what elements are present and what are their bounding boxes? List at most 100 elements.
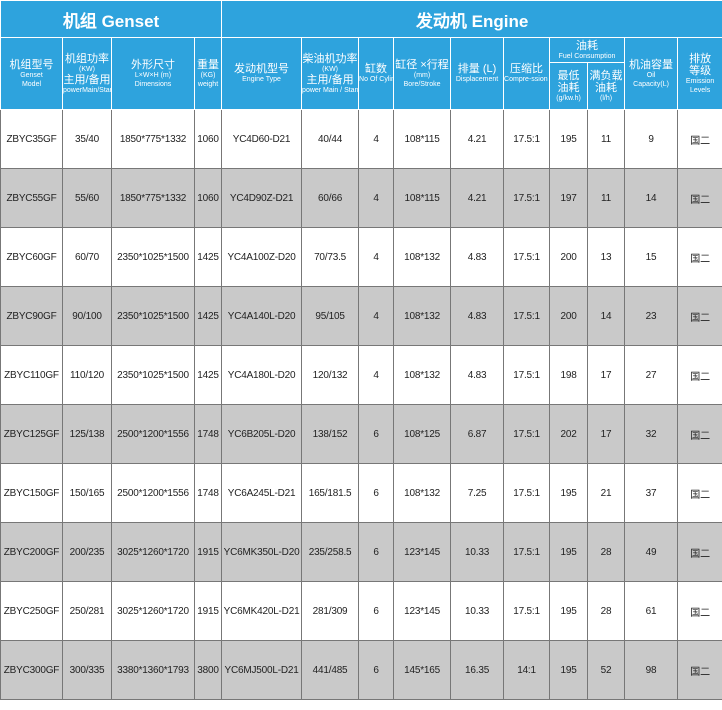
header-line: 外形尺寸: [131, 58, 175, 71]
table-row: ZBYC200GF 200/235 3025*1260*1720 1915 YC6MK3…: [0, 522, 722, 582]
header-line: power Main / Standby: [302, 86, 359, 94]
table-cell: 4: [358, 286, 395, 346]
table-cell: YC6B205L-D20: [221, 404, 303, 464]
table-cell: 2500*1200*1556: [111, 404, 195, 464]
table-cell: 70/73.5: [301, 227, 360, 287]
table-cell: 17.5:1: [503, 109, 551, 169]
table-cell: 1748: [193, 463, 223, 523]
header-line: 压缩比: [510, 63, 544, 75]
table-cell: 17.5:1: [503, 463, 551, 523]
table-cell: 14: [587, 286, 626, 346]
table-cell: 195: [549, 581, 589, 641]
table-cell: 27: [624, 345, 679, 405]
table-cell: 198: [549, 345, 589, 405]
table-row: ZBYC300GF 300/335 3380*1360*1793 3800 YC6MJ5…: [0, 640, 722, 700]
table-cell: 195: [549, 522, 589, 582]
table-cell: 6.87: [450, 404, 505, 464]
table-cell: 17: [587, 345, 626, 405]
header-line: Capacity(L): [633, 80, 669, 88]
table-cell: YC4A100Z-D20: [221, 227, 303, 287]
table-cell: 150/165: [62, 463, 112, 523]
table-cell: 2350*1025*1500: [111, 227, 195, 287]
table-cell: 2350*1025*1500: [111, 286, 195, 346]
header-line: 机组型号: [9, 58, 54, 71]
table-cell: YC6MK420L-D21: [221, 581, 303, 641]
table-cell: 60/70: [62, 227, 112, 287]
table-cell: 23: [624, 286, 679, 346]
table-cell: 55/60: [62, 168, 112, 228]
table-row: ZBYC60GF 60/70 2350*1025*1500 1425 YC4A100Z-…: [0, 227, 722, 287]
table-cell: ZBYC250GF: [0, 581, 63, 641]
table-cell: 200/235: [62, 522, 112, 582]
table-cell: 1425: [193, 286, 223, 346]
table-cell: 123*145: [393, 581, 452, 641]
engine-header: 发动机 Engine: [221, 0, 722, 38]
table-cell: 4: [358, 227, 395, 287]
table-cell: 7.25: [450, 463, 505, 523]
table-cell: 17.5:1: [503, 286, 551, 346]
header-line: Emission: [685, 77, 715, 85]
sub-column-header: 满负载 油耗 (l/h): [587, 62, 626, 110]
table-cell: ZBYC125GF: [0, 404, 63, 464]
column-header: 机组型号 Genset Model: [0, 37, 63, 110]
table-cell: 国二: [677, 463, 722, 523]
header-line: 油耗: [595, 81, 618, 94]
table-cell: ZBYC110GF: [0, 345, 63, 405]
column-header: 重量 (KG) weight: [193, 37, 223, 110]
table-cell: ZBYC90GF: [0, 286, 63, 346]
table-cell: 52: [587, 640, 626, 700]
table-cell: 49: [624, 522, 679, 582]
table-cell: 1425: [193, 345, 223, 405]
table-cell: 国二: [677, 522, 722, 582]
header-line: Engine Type: [242, 76, 281, 83]
table-cell: 6: [358, 463, 395, 523]
table-cell: 1915: [193, 581, 223, 641]
column-header: 发动机型号 Engine Type: [221, 37, 303, 110]
table-cell: 202: [549, 404, 589, 464]
table-cell: 10.33: [450, 522, 505, 582]
header-line: Displacement: [455, 76, 499, 83]
table-row: ZBYC35GF 35/40 1850*775*1332 1060 YC4D60-D21…: [0, 109, 722, 169]
table-cell: 4.83: [450, 227, 505, 287]
header-line: 缸数: [365, 63, 388, 75]
table-cell: 441/485: [301, 640, 360, 700]
table-cell: 165/181.5: [301, 463, 360, 523]
table-cell: 4.83: [450, 345, 505, 405]
table-cell: 61: [624, 581, 679, 641]
table-cell: 1425: [193, 227, 223, 287]
column-header: 缸径 ×行程 (mm) Bore/Stroke: [393, 37, 452, 110]
table-cell: 17.5:1: [503, 404, 551, 464]
header-line: 等级: [689, 64, 712, 77]
header-line: 主用/备用: [63, 73, 111, 86]
table-cell: 国二: [677, 345, 722, 405]
header-line: powerMain/Standby: [63, 86, 111, 94]
table-cell: YC4A140L-D20: [221, 286, 303, 346]
header-line: (l/h): [600, 94, 613, 102]
header-line: 满负载: [589, 69, 623, 82]
table-cell: 2350*1025*1500: [111, 345, 195, 405]
table-cell: 145*165: [393, 640, 452, 700]
table-cell: 32: [624, 404, 679, 464]
table-cell: 300/335: [62, 640, 112, 700]
table-cell: 3025*1260*1720: [111, 581, 195, 641]
sub-column-header: 最低 油耗 (g/kw.h): [549, 62, 589, 110]
header-line: 油耗: [576, 39, 599, 52]
table-cell: 200: [549, 227, 589, 287]
table-cell: 1850*775*1332: [111, 168, 195, 228]
table-cell: 国二: [677, 404, 722, 464]
table-cell: 9: [624, 109, 679, 169]
table-cell: 195: [549, 109, 589, 169]
table-cell: 3025*1260*1720: [111, 522, 195, 582]
table-cell: 17.5:1: [503, 227, 551, 287]
header-line: 发动机型号: [234, 63, 290, 75]
table-cell: 197: [549, 168, 589, 228]
table-cell: 250/281: [62, 581, 112, 641]
table-cell: ZBYC200GF: [0, 522, 63, 582]
header-line: 油耗: [557, 81, 580, 94]
table-cell: 40/44: [301, 109, 360, 169]
